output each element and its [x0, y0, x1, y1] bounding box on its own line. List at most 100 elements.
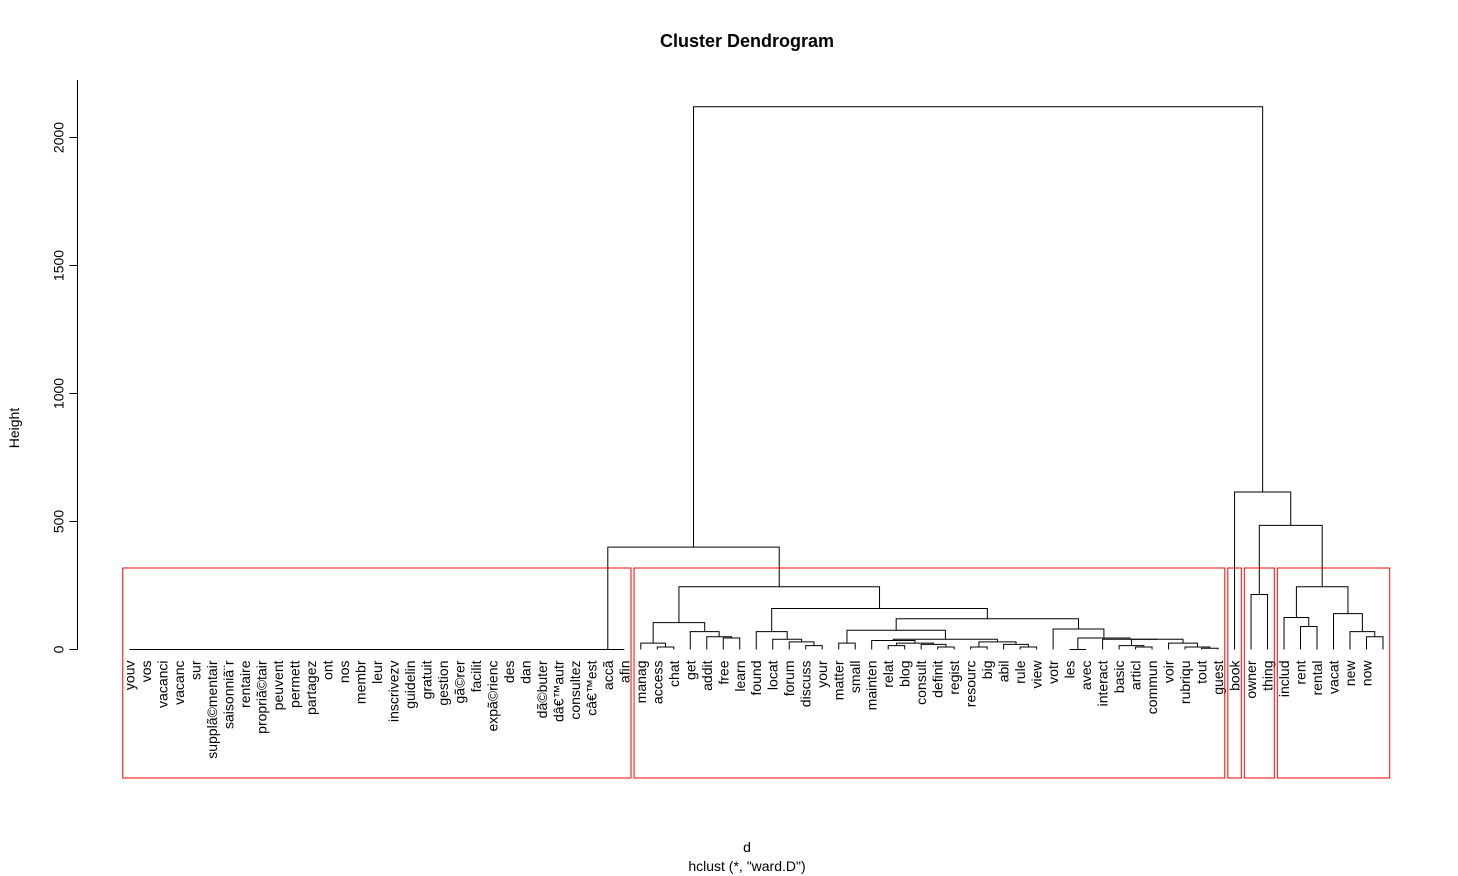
y-tick-label: 2000 [51, 122, 67, 153]
y-tick-label: 1000 [51, 378, 67, 409]
dendrogram-branch [1168, 642, 1198, 650]
leaf-label: manag [633, 661, 649, 704]
leaf-label: resourc [963, 661, 979, 708]
method-sublabel: hclust (*, "ward.D") [688, 858, 805, 874]
dendrogram-branch [1234, 491, 1292, 650]
cluster-rectangles [122, 567, 1391, 779]
leaf-label: owner [1243, 660, 1259, 698]
leaf-label: get [682, 660, 698, 680]
leaf-label: nos [336, 661, 352, 684]
leaf-label: peuvent [270, 660, 286, 710]
dendrogram-branch [755, 631, 788, 650]
leaf-label: voir [1161, 660, 1177, 683]
leaf-label: tout [1194, 660, 1210, 683]
leaf-label: câ€™est [583, 660, 599, 715]
leaf-label: dã©buter [534, 660, 550, 718]
leaf-label: thing [1260, 661, 1276, 691]
leaf-label: learn [732, 661, 748, 692]
leaf-label: leur [369, 660, 385, 684]
dendrogram-branch [1102, 638, 1158, 650]
leaf-label: facilit [468, 660, 484, 692]
leaf-label: guest [1210, 660, 1226, 694]
y-tick-label: 1500 [51, 250, 67, 281]
dendrogram-branch [1201, 647, 1219, 650]
dendrogram-tree [129, 106, 1384, 650]
leaf-label: vos [138, 661, 154, 683]
leaf-label: dâ€™autr [550, 660, 566, 722]
dendrogram-branch [1295, 586, 1349, 618]
dendrogram-branch [1052, 628, 1105, 650]
leaf-label: includ [1276, 661, 1292, 698]
leaf-label: gã©rer [451, 660, 467, 703]
dendrogram-branch [706, 636, 733, 650]
leaf-label: les [1062, 661, 1078, 679]
leaf-label: forum [781, 661, 797, 697]
dendrogram-branch [937, 646, 955, 650]
leaf-label: addit [699, 660, 715, 690]
leaf-label: rentaire [237, 660, 253, 708]
leaf-label: rubriqu [1177, 661, 1193, 705]
dendrogram-branch [895, 618, 1080, 631]
y-axis: 0 500 1000 1500 2000 [51, 80, 78, 653]
leaf-label: sur [187, 660, 203, 680]
leaf-label: gratuit [418, 660, 434, 699]
leaf-label: relat [880, 660, 896, 687]
leaf-label: expã©rienc [484, 661, 500, 732]
dendrogram-branch [689, 631, 720, 650]
leaf-label: big [979, 661, 995, 680]
dendrogram-branch [1366, 636, 1384, 650]
dendrogram-branch [678, 586, 881, 623]
cluster-rect [1243, 567, 1275, 779]
leaf-label: youv [122, 661, 138, 691]
leaf-label: now [1359, 660, 1375, 687]
y-tick-label: 0 [51, 645, 67, 653]
leaf-label: consult [913, 660, 929, 704]
dendrogram-branch [771, 608, 988, 632]
leaf-label: propriã©tair [253, 660, 269, 734]
leaf-label: des [501, 661, 517, 684]
leaf-label: definit [930, 660, 946, 697]
dendrogram-branch [1349, 631, 1376, 650]
dendrogram-branch [1250, 593, 1269, 650]
leaf-label: new [1342, 660, 1358, 687]
dendrogram-branch [1118, 645, 1145, 650]
y-tick-label: 500 [51, 510, 67, 534]
leaf-label: vacanc [171, 661, 187, 705]
leaf-label: articl [1128, 661, 1144, 691]
leaf-label: your [814, 660, 830, 688]
leaf-label: dan [517, 661, 533, 684]
leaf-label: vacanci [154, 661, 170, 708]
leaf-label: rent [1293, 660, 1309, 684]
leaf-label: view [1029, 660, 1045, 689]
dendrogram-branch [1258, 524, 1323, 595]
leaf-label: access [649, 661, 665, 705]
dendrogram-branch [1283, 617, 1310, 650]
leaf-label: votr [1045, 660, 1061, 684]
x-axis-label: d [743, 839, 751, 855]
dendrogram-branch [1019, 646, 1038, 650]
cluster-rect [1276, 567, 1391, 779]
leaf-label: rule [1012, 660, 1028, 684]
leaf-label: discuss [798, 661, 814, 708]
cluster-rect [122, 567, 632, 779]
leaf-label: membr [352, 660, 368, 704]
dendrogram-branch [656, 646, 675, 650]
leaf-label: gestion [435, 661, 451, 706]
leaf-label: saisonniã¨r [220, 660, 236, 729]
cluster-rect [1227, 567, 1242, 779]
leaf-label: matter [831, 660, 847, 700]
leaf-labels: youv vos vacanci vacanc sur supplã©mentair sai… [122, 660, 1375, 759]
dendrogram-branch [722, 637, 741, 650]
leaf-label: accã [600, 660, 616, 690]
dendrogram-branch [970, 646, 988, 650]
dendrogram-branch [846, 629, 946, 644]
dendrogram-branch [693, 106, 1264, 548]
leaf-label: chat [666, 660, 682, 687]
leaf-label: inscrivezv [385, 661, 401, 722]
leaf-label: book [1227, 660, 1243, 691]
dendrogram-branch [640, 642, 667, 650]
dendrogram-branch [1300, 625, 1318, 650]
leaf-label: avec [1078, 661, 1094, 691]
dendrogram-branch [607, 546, 780, 650]
